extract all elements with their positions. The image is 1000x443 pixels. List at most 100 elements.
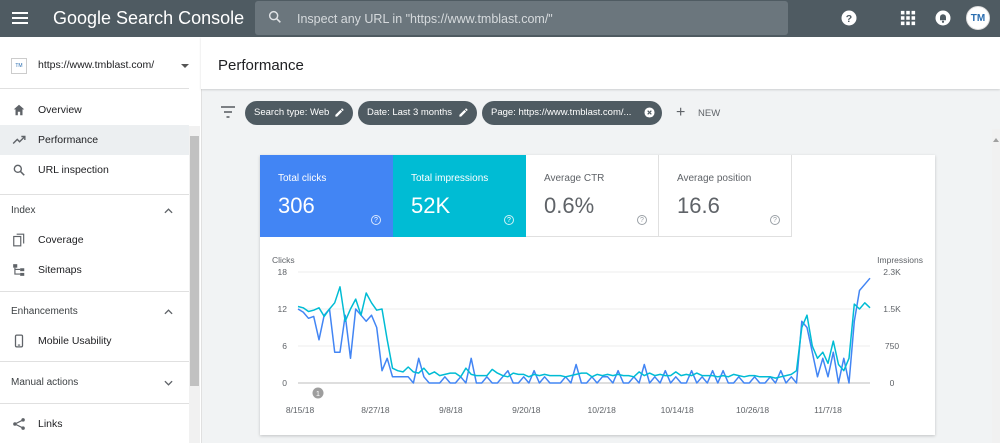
sidebar-item-url-inspection[interactable]: URL inspection xyxy=(0,155,189,185)
sidebar-item-overview[interactable]: Overview xyxy=(0,95,189,125)
metric-total-clicks[interactable]: Total clicks 306 ? xyxy=(260,155,393,237)
sidebar-scrollbar-thumb[interactable] xyxy=(190,136,199,386)
sitemap-icon xyxy=(13,264,25,276)
series-line-total-impressions xyxy=(297,286,871,379)
filter-chip-page[interactable]: Page: https://www.tmblast.com/... xyxy=(482,101,662,125)
divider xyxy=(0,361,189,362)
home-icon xyxy=(13,104,25,116)
sidebar: TM https://www.tmblast.com/ Overview Per… xyxy=(0,37,202,443)
sidebar-item-label: Links xyxy=(38,418,63,430)
x-tick-label: 10/26/18 xyxy=(736,405,769,415)
left-tick-label: 6 xyxy=(282,341,287,351)
notifications-icon[interactable] xyxy=(934,9,952,27)
menu-icon[interactable] xyxy=(12,9,28,27)
metric-label: Average CTR xyxy=(544,173,605,184)
metric-value: 0.6% xyxy=(544,193,595,218)
x-tick-label: 9/8/18 xyxy=(439,405,463,415)
edit-icon[interactable] xyxy=(334,107,345,118)
x-tick-label: 8/15/18 xyxy=(286,405,315,415)
section-enhancements[interactable]: Enhancements xyxy=(0,297,189,327)
metric-label: Total clicks xyxy=(278,173,327,184)
chip-label: Search type: Web xyxy=(254,107,330,118)
metric-label: Average position xyxy=(677,173,752,184)
links-icon xyxy=(13,418,25,430)
sidebar-item-label: Performance xyxy=(38,134,99,146)
sidebar-item-label: Overview xyxy=(38,104,82,116)
left-axis-title: Clicks xyxy=(272,255,295,265)
section-label: Index xyxy=(11,205,36,216)
metric-total-impressions[interactable]: Total impressions 52K ? xyxy=(393,155,526,237)
sidebar-item-label: URL inspection xyxy=(38,164,109,176)
metric-value: 306 xyxy=(278,193,315,218)
edit-icon[interactable] xyxy=(458,107,469,118)
main-scrollbar[interactable] xyxy=(992,129,1000,443)
section-label: Manual actions xyxy=(11,377,79,388)
help-icon[interactable]: ? xyxy=(770,215,780,225)
metric-average-position[interactable]: Average position 16.6 ? xyxy=(659,155,792,237)
chip-label: Page: https://www.tmblast.com/... xyxy=(491,107,632,118)
x-tick-label: 10/14/18 xyxy=(661,405,694,415)
chevron-up-icon xyxy=(164,208,173,214)
sidebar-item-links[interactable]: Links xyxy=(0,409,189,439)
performance-chart[interactable]: Clicks Impressions 0 6 12 18 0 750 1.5K 2.3K 8/15/… xyxy=(260,237,935,427)
chevron-down-icon xyxy=(164,380,173,386)
sidebar-item-performance[interactable]: Performance xyxy=(0,125,189,155)
url-inspect-search[interactable] xyxy=(255,1,788,35)
property-logo: TM xyxy=(11,58,27,74)
performance-card: Total clicks 306 ? Total impressions 52K… xyxy=(260,155,935,435)
help-icon[interactable]: ? xyxy=(840,9,858,27)
filter-chip-search-type[interactable]: Search type: Web xyxy=(245,101,353,125)
chevron-down-icon xyxy=(181,64,189,68)
svg-text:?: ? xyxy=(846,13,852,25)
x-tick-label: 8/27/18 xyxy=(361,405,390,415)
metric-value: 16.6 xyxy=(677,193,720,218)
right-axis-title: Impressions xyxy=(877,255,923,265)
sidebar-item-coverage[interactable]: Coverage xyxy=(0,225,189,255)
app-title[interactable]: Google Search Console xyxy=(53,8,245,28)
sidebar-item-mobile-usability[interactable]: Mobile Usability xyxy=(0,326,189,356)
right-tick-label: 750 xyxy=(885,341,899,351)
close-icon[interactable] xyxy=(644,107,655,118)
left-tick-label: 18 xyxy=(278,267,288,277)
filter-icon[interactable] xyxy=(221,106,235,118)
annotation-label: 1 xyxy=(316,389,320,398)
divider xyxy=(0,194,189,195)
scroll-up-arrow-icon[interactable] xyxy=(993,135,999,145)
page-title: Performance xyxy=(218,57,304,74)
new-filter-label: NEW xyxy=(698,108,721,119)
divider xyxy=(0,291,189,292)
section-label: Enhancements xyxy=(11,306,78,317)
search-input[interactable] xyxy=(295,7,779,31)
metric-label: Total impressions xyxy=(411,173,489,184)
trending-up-icon xyxy=(12,135,26,144)
top-app-bar: Google Search Console ? TM xyxy=(0,0,1000,37)
copy-icon xyxy=(13,233,25,247)
filter-chip-date[interactable]: Date: Last 3 months xyxy=(358,101,477,125)
right-tick-label: 1.5K xyxy=(883,304,901,314)
chevron-up-icon xyxy=(164,309,173,315)
x-tick-label: 11/7/18 xyxy=(814,405,842,415)
x-tick-label: 9/20/18 xyxy=(512,405,541,415)
annotation-marker xyxy=(312,387,324,399)
property-selector[interactable]: TM https://www.tmblast.com/ xyxy=(0,37,189,89)
help-icon[interactable]: ? xyxy=(504,215,514,225)
section-index[interactable]: Index xyxy=(0,196,189,226)
help-icon[interactable]: ? xyxy=(637,215,647,225)
section-manual-actions[interactable]: Manual actions xyxy=(0,368,189,398)
sidebar-item-label: Mobile Usability xyxy=(38,335,112,347)
divider xyxy=(0,403,189,404)
right-tick-label: 0 xyxy=(890,378,895,388)
sidebar-item-label: Coverage xyxy=(38,234,84,246)
x-tick-label: 10/2/18 xyxy=(588,405,617,415)
search-icon xyxy=(268,10,281,23)
help-icon[interactable]: ? xyxy=(371,215,381,225)
property-url: https://www.tmblast.com/ xyxy=(38,59,155,71)
page-header: Performance xyxy=(201,37,1000,89)
apps-grid-icon[interactable] xyxy=(900,9,916,27)
sidebar-item-sitemaps[interactable]: Sitemaps xyxy=(0,255,189,285)
metric-average-ctr[interactable]: Average CTR 0.6% ? xyxy=(526,155,659,237)
sidebar-item-label: Sitemaps xyxy=(38,264,82,276)
avatar[interactable]: TM xyxy=(966,6,990,30)
left-tick-label: 12 xyxy=(278,304,288,314)
plus-icon: + xyxy=(676,104,686,121)
